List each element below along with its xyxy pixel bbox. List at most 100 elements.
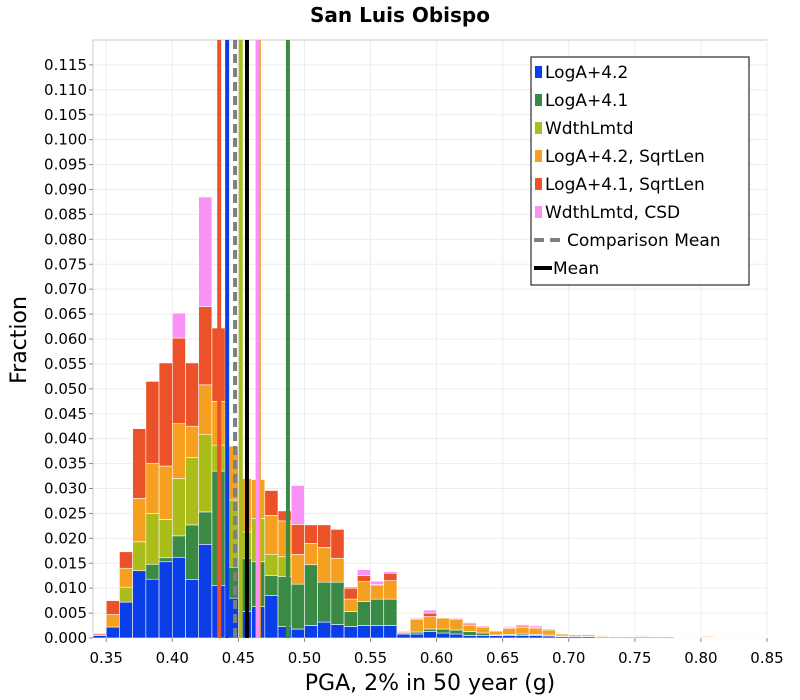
legend-label: Mean <box>553 259 599 279</box>
mean-lines <box>217 40 290 638</box>
y-tick-label: 0.030 <box>44 480 87 498</box>
legend-label: WdthLmtd, CSD <box>545 203 680 223</box>
legend-swatch <box>535 178 542 190</box>
y-tick-label: 0.035 <box>44 455 87 473</box>
y-tick-label: 0.050 <box>44 380 87 398</box>
x-tick-label: 0.50 <box>288 649 321 667</box>
bar-segment-1 <box>185 579 200 639</box>
bar-segment-5 <box>145 381 160 464</box>
bar-segment-1 <box>475 635 490 639</box>
y-tick-label: 0.075 <box>44 255 87 273</box>
bar-segment-4 <box>475 626 490 634</box>
bar-segment-4 <box>423 616 437 630</box>
bar-segment-4 <box>383 580 398 600</box>
bar-segment-6 <box>370 580 385 585</box>
bar-segment-2 <box>198 511 213 545</box>
legend-label: Comparison Mean <box>567 231 721 251</box>
bar-segment-1 <box>158 561 173 639</box>
x-tick-label: 0.75 <box>618 649 651 667</box>
bar-segment-2 <box>290 583 305 630</box>
x-axis-ticks: 0.35 0.40 0.45 0.50 0.55 0.60 0.65 0.70 0.75 0.80… <box>90 638 784 667</box>
bar-segment-3 <box>171 478 186 537</box>
bar-segment-6 <box>92 632 107 635</box>
bar-segment-1 <box>528 635 543 639</box>
y-tick-label: 0.025 <box>44 504 87 522</box>
bar-segment-1 <box>92 635 107 639</box>
bar-segment-2 <box>423 628 437 632</box>
y-tick-label: 0.065 <box>44 305 87 323</box>
bar-segment-2 <box>475 632 490 636</box>
bar-segment-1 <box>370 625 385 639</box>
bar-segment-1 <box>489 635 503 639</box>
bar-segment-1 <box>317 621 332 639</box>
bar-segment-2 <box>357 601 371 626</box>
bar-segment-5 <box>330 529 345 559</box>
bar-segment-6 <box>409 617 424 619</box>
y-tick-label: 0.095 <box>44 156 87 174</box>
bar-segment-5 <box>290 524 305 555</box>
bar-segment-2 <box>383 598 398 626</box>
bar-segment-6 <box>449 617 464 619</box>
bar-segment-4 <box>330 557 345 583</box>
x-tick-label: 0.55 <box>354 649 387 667</box>
bar-segment-4 <box>304 543 318 566</box>
bar-segment-2 <box>330 581 345 625</box>
bar-segment-2 <box>343 611 358 627</box>
y-tick-label: 0.105 <box>44 106 87 124</box>
y-tick-label: 0.080 <box>44 230 87 248</box>
bar-segment-1 <box>502 635 517 639</box>
bar-segment-1 <box>132 570 147 639</box>
bar-segment-3 <box>158 519 173 559</box>
bar-segment-3 <box>198 434 213 513</box>
bar-segment-4 <box>528 627 543 635</box>
bar-segment-6 <box>515 624 530 627</box>
bar-segment-1 <box>198 544 213 639</box>
bar-segment-5 <box>357 575 371 582</box>
bar-segment-4 <box>436 617 451 630</box>
bar-segment-1 <box>462 635 477 639</box>
chart-title: San Luis Obispo <box>310 3 490 27</box>
bar-segment-5 <box>264 490 279 516</box>
y-tick-label: 0.090 <box>44 181 87 199</box>
bar-segment-1 <box>357 625 371 639</box>
legend-label: WdthLmtd <box>545 119 634 139</box>
bar-segment-2 <box>185 524 200 580</box>
bar-segment-2 <box>304 564 318 626</box>
legend-label: LogA+4.1 <box>545 91 628 111</box>
legend: LogA+4.2 LogA+4.1 WdthLmtd LogA+4.2, SqrtLe… <box>530 56 750 286</box>
bar-segment-1 <box>290 628 305 639</box>
bar-segment-6 <box>462 622 477 625</box>
bar-segment-4 <box>105 614 120 628</box>
bar-segment-6 <box>383 571 398 574</box>
bar-segment-5 <box>198 306 213 386</box>
bar-segment-1 <box>396 633 411 639</box>
y-tick-label: 0.000 <box>44 629 87 647</box>
bar-segment-4 <box>449 618 464 631</box>
bar-segment-6 <box>423 609 437 614</box>
bar-segment-1 <box>330 624 345 639</box>
y-tick-label: 0.040 <box>44 430 87 448</box>
y-axis-label: Fraction <box>7 296 32 384</box>
bar-segment-5 <box>304 524 318 544</box>
bar-segment-4 <box>132 498 147 543</box>
y-tick-label: 0.005 <box>44 604 87 622</box>
bar-segment-3 <box>119 586 133 603</box>
bar-segment-2 <box>370 598 385 626</box>
bar-segment-4 <box>343 598 358 612</box>
y-tick-label: 0.045 <box>44 405 87 423</box>
x-tick-label: 0.85 <box>750 649 783 667</box>
bar-segment-5 <box>105 600 120 615</box>
legend-swatch <box>535 66 542 78</box>
bar-segment-1 <box>436 632 451 639</box>
bar-segment-5 <box>171 337 186 425</box>
bar-segment-1 <box>105 626 120 639</box>
bar-segment-4 <box>158 465 173 520</box>
bar-segment-4 <box>357 581 371 602</box>
y-tick-label: 0.115 <box>44 56 87 74</box>
bar-segment-1 <box>343 626 358 639</box>
bar-segment-1 <box>423 631 437 639</box>
bar-segment-2 <box>264 575 279 596</box>
bar-segment-3 <box>185 457 200 526</box>
bar-segment-4 <box>198 384 213 435</box>
x-tick-label: 0.80 <box>684 649 717 667</box>
